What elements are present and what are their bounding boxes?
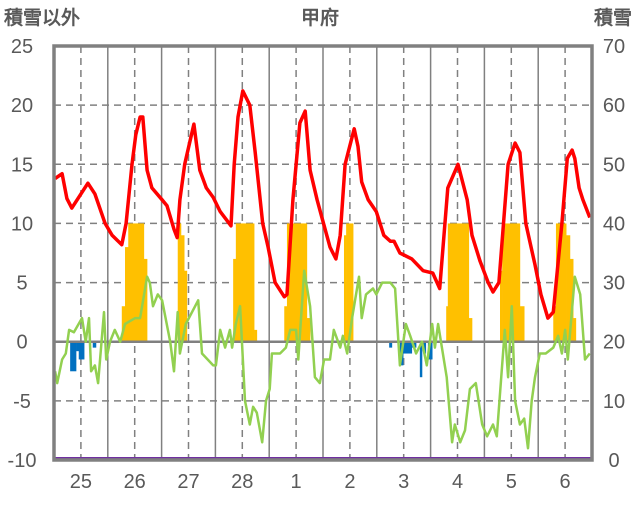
blue-bar (92, 341, 97, 348)
yellow-bar (447, 223, 470, 342)
x-tick-label: 2 (344, 471, 355, 493)
yellow-bar (284, 306, 288, 342)
blue-bar (419, 341, 423, 378)
blue-bar (403, 341, 413, 354)
yellow-bar (254, 329, 258, 342)
yellow-bar (502, 223, 521, 342)
y-right-tick-label: 10 (603, 391, 625, 413)
y-left-tick-label: 15 (11, 154, 33, 176)
y-right-tick-label: 50 (603, 154, 625, 176)
yellow-bar (184, 270, 188, 342)
y-left-tick-label: -10 (8, 450, 37, 472)
x-tick-label: 27 (177, 471, 199, 493)
blue-bar (427, 341, 433, 360)
yellow-bar (343, 235, 347, 342)
y-left-tick-label: -5 (13, 391, 31, 413)
yellow-bar (125, 247, 129, 342)
y-right-tick-label: 40 (603, 213, 625, 235)
y-left-tick-label: 5 (16, 273, 27, 295)
yellow-bar (143, 258, 148, 342)
yellow-bar (500, 270, 503, 342)
yellow-bar (235, 223, 255, 342)
y-left-tick-label: 0 (16, 332, 27, 354)
yellow-bar (177, 223, 182, 342)
yellow-bar (446, 306, 449, 342)
x-tick-label: 4 (452, 471, 463, 493)
y-right-tick-label: 60 (603, 95, 625, 117)
green-line (53, 269, 591, 450)
blue-bar (70, 341, 77, 372)
x-tick-label: 28 (231, 471, 253, 493)
chart-title: 甲府 (301, 6, 339, 29)
yellow-bar (573, 318, 577, 342)
y-right-tick-label: 30 (603, 273, 625, 295)
y-left-tick-label: 25 (11, 36, 33, 58)
right-axis-label: 積雪 (594, 6, 632, 29)
x-tick-label: 25 (70, 471, 92, 493)
x-tick-label: 26 (124, 471, 146, 493)
y-left-tick-label: 20 (11, 95, 33, 117)
y-right-tick-label: 20 (603, 332, 625, 354)
yellow-bar (346, 223, 354, 342)
blue-bar (423, 341, 427, 354)
y-left-tick-label: 10 (11, 213, 33, 235)
left-axis-label: 積雪以外 (4, 6, 80, 29)
yellow-bar (555, 223, 567, 342)
x-tick-label: 1 (291, 471, 302, 493)
x-tick-label: 6 (560, 471, 571, 493)
red-line (54, 89, 592, 320)
x-tick-label: 3 (398, 471, 409, 493)
yellow-bar (128, 223, 145, 342)
blue-bar (78, 341, 85, 360)
x-tick-label: 5 (506, 471, 517, 493)
yellow-bar (553, 306, 557, 342)
plot-frame (52, 44, 594, 462)
yellow-bar (180, 235, 185, 342)
yellow-bar (519, 306, 525, 342)
blue-bar (76, 341, 80, 352)
blue-bar (389, 341, 393, 348)
y-right-tick-label: 70 (603, 36, 625, 58)
yellow-bar (121, 306, 126, 342)
yellow-bar (306, 318, 311, 342)
yellow-bar (468, 318, 473, 342)
yellow-bar (566, 235, 571, 342)
yellow-bar (233, 258, 237, 342)
y-right-tick-label: 0 (608, 450, 619, 472)
